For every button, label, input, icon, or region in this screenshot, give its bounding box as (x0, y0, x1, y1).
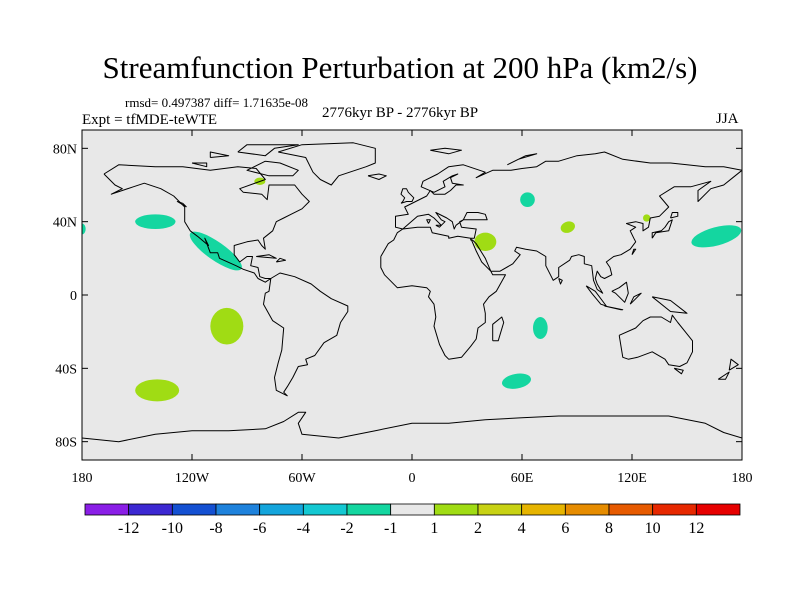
x-tick-label-3: 0 (409, 471, 416, 486)
y-tick-label-2: 0 (70, 289, 77, 304)
coastline-30 (435, 224, 442, 228)
colorbar-box-5 (302, 503, 348, 516)
anomaly-region-7 (560, 221, 575, 233)
colorbar-label-6: -1 (384, 520, 397, 537)
colorbar-box-2 (171, 503, 217, 516)
y-tick-label-0: 80N (53, 142, 77, 157)
coastline-28 (507, 153, 538, 166)
coastline-17 (717, 371, 730, 380)
coastline-10 (492, 316, 505, 342)
colorbar-box-8 (433, 503, 479, 516)
coastline-26 (209, 151, 230, 158)
coastline-22 (176, 201, 187, 208)
y-tick-label-1: 40N (53, 216, 77, 231)
x-tick-label-2: 60W (288, 471, 316, 486)
x-tick-label-1: 120W (175, 471, 210, 486)
colorbar-box-7 (390, 503, 435, 516)
x-tick-label-6: 180 (732, 471, 753, 486)
anomaly-region-6 (474, 232, 497, 251)
colorbar-label-5: -2 (340, 520, 353, 537)
colorbar-box-12 (608, 503, 654, 516)
x-tick-label-5: 120E (617, 471, 647, 486)
coastline-8 (651, 219, 673, 239)
coastline-16 (728, 358, 739, 371)
y-tick-label-4: 80S (55, 436, 77, 451)
season-label: JJA (716, 111, 739, 127)
coastlines (82, 142, 742, 443)
colorbar-box-13 (652, 503, 697, 516)
coastline-4 (618, 314, 693, 367)
coastline-29 (426, 219, 431, 224)
colorbar-label-13: 12 (688, 520, 704, 537)
coastline-3 (380, 151, 742, 360)
coastline-24 (191, 162, 208, 168)
coastline-20 (256, 254, 277, 259)
colorbar-box-1 (128, 503, 173, 516)
colorbar-box-10 (521, 503, 566, 516)
coastline-23 (246, 160, 299, 177)
colorbar-label-4: -4 (297, 520, 310, 537)
colorbar-label-2: -8 (209, 520, 222, 537)
anomaly-region-10 (533, 317, 548, 339)
colorbar-box-14 (695, 503, 741, 516)
coastline-2 (278, 142, 376, 186)
colorbar-box-0 (84, 503, 130, 516)
coastline-5 (82, 411, 742, 443)
colorbar-box-4 (259, 503, 304, 516)
colorbar-label-9: 4 (518, 520, 526, 537)
x-tick-label-4: 60E (511, 471, 534, 486)
colorbar-box-3 (215, 503, 261, 516)
anomaly-region-4 (135, 379, 180, 402)
stats-label: rmsd= 0.497387 diff= 1.71635e-08 (125, 95, 309, 110)
coastline-7 (367, 173, 387, 180)
colorbar-label-0: -12 (118, 520, 139, 537)
anomaly-region-11 (502, 373, 531, 389)
coastline-0 (103, 164, 310, 283)
anomaly-region-12 (82, 223, 86, 235)
coastline-31 (673, 367, 684, 375)
coastline-14 (629, 292, 642, 305)
colorbar-label-10: 6 (561, 520, 569, 537)
anomaly-region-9 (691, 225, 742, 248)
chart-title: Streamfunction Perturbation at 200 hPa (… (102, 50, 698, 85)
anomaly-region-8 (643, 214, 651, 222)
coastline-9 (670, 212, 679, 219)
colorbar-label-7: 1 (430, 520, 438, 537)
colorbar-label-1: -10 (162, 520, 183, 537)
coastline-13 (611, 281, 629, 303)
colorbar-label-12: 10 (645, 520, 661, 537)
colorbar-label-3: -6 (253, 520, 266, 537)
x-tick-label-0: 180 (72, 471, 93, 486)
coastline-19 (558, 278, 563, 285)
coastline-25 (237, 144, 299, 157)
coastline-27 (430, 147, 462, 155)
colorbar-box-9 (477, 503, 523, 516)
period-label: 2776kyr BP - 2776kyr BP (322, 105, 479, 121)
coastline-11 (585, 285, 607, 307)
colorbar-box-11 (564, 503, 610, 516)
anomaly-region-0 (135, 214, 176, 230)
experiment-label: Expt = tfMDE-teWTE (82, 112, 218, 128)
colorbar-label-11: 8 (605, 520, 613, 537)
anomaly-region-5 (520, 192, 535, 208)
anomaly-region-3 (210, 307, 244, 345)
coastline-6 (400, 188, 415, 204)
coastline-1 (263, 272, 349, 397)
y-tick-label-3: 40S (55, 362, 77, 377)
colorbar-label-8: 2 (474, 520, 482, 537)
plot-background (82, 130, 742, 460)
coastline-12 (604, 305, 624, 311)
coastline-18 (631, 248, 637, 255)
colorbar-box-6 (346, 503, 392, 516)
coastline-21 (275, 257, 286, 263)
coastline-15 (651, 296, 688, 314)
